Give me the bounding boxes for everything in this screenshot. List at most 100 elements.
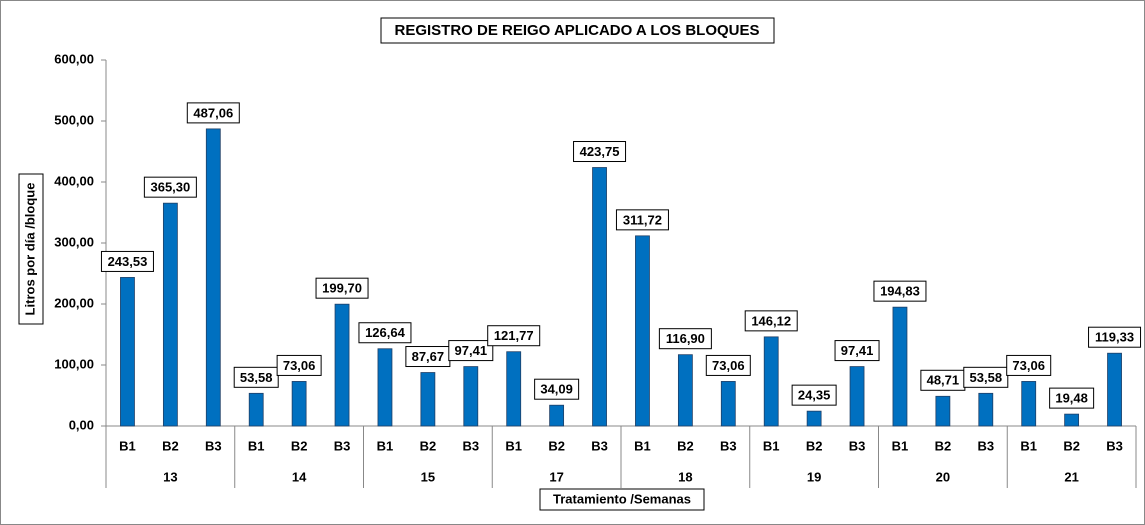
y-tick-label: 600,00 — [54, 51, 94, 66]
data-label: 126,64 — [365, 325, 406, 340]
data-label-box — [744, 310, 798, 332]
bar — [506, 351, 522, 427]
data-label-box — [791, 384, 837, 406]
x-axis-label: Tratamiento /Semanas — [553, 491, 691, 506]
x-tick-label: B2 — [548, 438, 565, 453]
bar — [592, 167, 607, 427]
data-label-box — [834, 340, 880, 362]
x-tick-label: B2 — [420, 438, 437, 453]
x-tick-label: B1 — [505, 438, 522, 453]
x-tick-label: B3 — [977, 438, 994, 453]
x-tick-label: B3 — [462, 438, 479, 453]
data-label: 73,06 — [712, 358, 745, 373]
data-label: 146,12 — [751, 313, 791, 328]
data-label: 97,41 — [455, 343, 488, 358]
y-tick-label: 500,00 — [54, 112, 94, 127]
data-label-box — [487, 325, 541, 347]
data-label-box — [100, 250, 154, 272]
group-label: 18 — [678, 469, 692, 484]
group-label: 20 — [936, 469, 950, 484]
group-label: 14 — [292, 469, 307, 484]
bar — [1064, 413, 1080, 427]
x-tick-label: B3 — [591, 438, 608, 453]
y-label-box — [18, 173, 44, 325]
bar — [205, 128, 221, 427]
data-label-box — [573, 141, 627, 163]
x-tick-label: B1 — [892, 438, 909, 453]
bar — [763, 336, 779, 427]
data-label-box — [534, 378, 580, 400]
bar — [806, 410, 822, 427]
data-label-box — [873, 280, 927, 302]
data-label-box — [615, 209, 669, 231]
data-label: 423,75 — [580, 144, 620, 159]
bar — [635, 235, 650, 427]
data-label-box — [358, 322, 412, 344]
y-tick-label: 400,00 — [54, 173, 94, 188]
data-label: 53,58 — [240, 370, 273, 385]
data-label-box — [658, 328, 712, 350]
bar — [420, 372, 436, 427]
x-tick-label: B2 — [677, 438, 694, 453]
bar — [248, 392, 264, 427]
chart-title: REGISTRO DE REIGO APLICADO A LOS BLOQUES — [394, 22, 759, 39]
data-label: 73,06 — [1012, 358, 1045, 373]
x-tick-label: B1 — [248, 438, 265, 453]
bar — [677, 354, 693, 427]
title-box — [380, 17, 775, 44]
data-label: 19,48 — [1055, 391, 1088, 406]
y-tick-label: 100,00 — [54, 356, 94, 371]
x-tick-label: B2 — [806, 438, 823, 453]
y-axis-label: Litros por día /bloque — [22, 183, 37, 316]
bar — [120, 277, 135, 427]
bar — [1107, 352, 1122, 427]
data-label-box — [1006, 354, 1052, 376]
data-label-box — [448, 340, 494, 362]
data-label-box — [276, 354, 322, 376]
group-label: 13 — [163, 469, 177, 484]
data-label: 87,67 — [412, 349, 445, 364]
group-label: 21 — [1064, 469, 1078, 484]
bar — [549, 404, 565, 427]
bar — [935, 395, 951, 427]
x-tick-label: B3 — [205, 438, 222, 453]
y-tick-label: 300,00 — [54, 234, 94, 249]
data-label-box — [143, 176, 197, 198]
data-label-box — [963, 366, 1009, 388]
x-tick-label: B3 — [849, 438, 866, 453]
data-label: 487,06 — [193, 105, 233, 120]
x-tick-label: B1 — [634, 438, 651, 453]
x-tick-label: B1 — [377, 438, 394, 453]
bar — [377, 348, 393, 427]
bar — [1021, 381, 1037, 427]
data-label-box — [1088, 326, 1142, 348]
data-label: 73,06 — [283, 358, 316, 373]
x-tick-label: B1 — [119, 438, 136, 453]
data-label: 121,77 — [494, 328, 534, 343]
bar — [291, 381, 307, 427]
x-tick-label: B2 — [935, 438, 952, 453]
x-tick-label: B2 — [1063, 438, 1080, 453]
data-label: 119,33 — [1095, 330, 1134, 345]
group-label: 17 — [549, 469, 563, 484]
group-label: 19 — [807, 469, 821, 484]
x-tick-label: B1 — [763, 438, 780, 453]
data-label: 199,70 — [322, 281, 362, 296]
data-label-box — [315, 277, 369, 299]
data-label-box — [186, 102, 240, 124]
data-label: 48,71 — [927, 373, 960, 388]
x-tick-label: B1 — [1020, 438, 1037, 453]
data-label: 365,30 — [150, 180, 190, 195]
x-tick-label: B2 — [162, 438, 179, 453]
bar — [978, 392, 994, 427]
x-tick-label: B2 — [291, 438, 308, 453]
x-tick-label: B3 — [334, 438, 351, 453]
data-label: 97,41 — [841, 343, 874, 358]
bar — [849, 366, 865, 427]
x-tick-label: B3 — [720, 438, 737, 453]
data-label: 311,72 — [623, 212, 662, 227]
y-tick-label: 200,00 — [54, 295, 94, 310]
data-label: 116,90 — [666, 331, 705, 346]
